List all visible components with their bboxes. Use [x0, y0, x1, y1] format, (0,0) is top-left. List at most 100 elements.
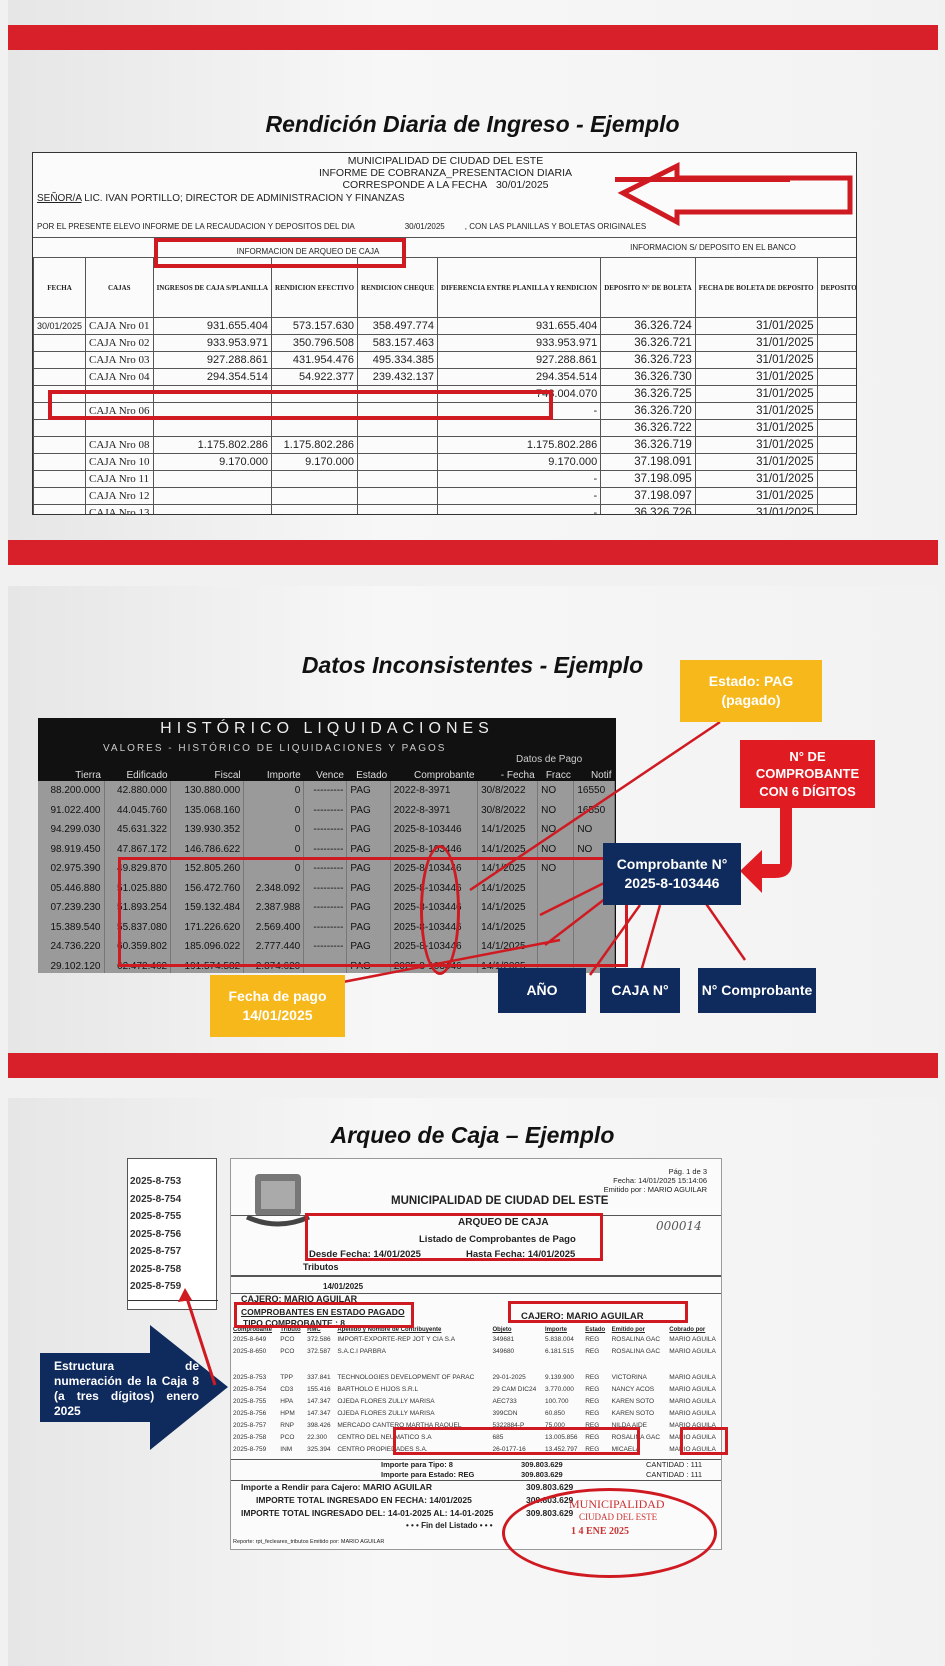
slide-bottom-bar	[8, 540, 938, 565]
cell: 24.736.220	[38, 937, 105, 957]
comprobante-value: 2025-8-103446	[624, 875, 720, 891]
cell: 2.348.092	[243, 878, 305, 898]
cell: 3.770.000	[544, 1385, 574, 1393]
table-row: 2025-8-753 TPP 337.841 TECHNOLOGIES DEVELOP…	[231, 1371, 721, 1383]
cell: 14/1/2025	[477, 820, 539, 840]
cell: 6.181.515	[544, 1347, 574, 1355]
cell: 130.880.000	[170, 781, 245, 801]
cell: 398.426	[307, 1421, 331, 1429]
arrow-right-icon	[40, 1325, 228, 1450]
list-item: 2025-8-759	[130, 1281, 182, 1292]
cell: 933.953.971	[152, 334, 273, 352]
cell	[271, 504, 359, 514]
cell: 37.198.095	[600, 470, 696, 488]
cell: 2022-8-3971	[390, 781, 479, 801]
cell: TPP	[280, 1373, 293, 1381]
cell: ---------	[303, 937, 348, 957]
callout-fecha-pago: Fecha de pago 14/01/2025	[210, 975, 345, 1037]
column-header: Edificado	[104, 770, 171, 781]
total-fecha: IMPORTE TOTAL INGRESADO EN FECHA: 14/01/…	[256, 1495, 472, 1505]
cell: 75.000	[544, 1421, 565, 1429]
callout-6-digitos: N° DE COMPROBANTE CON 6 DÍGITOS	[740, 740, 875, 808]
importe-tipo: Importe para Tipo: 8	[381, 1460, 453, 1469]
importe-tipo-value: 309.803.629	[521, 1460, 563, 1469]
cell: 2025-8-103446	[390, 820, 479, 840]
cell: 2025-8-755	[233, 1397, 267, 1405]
cell: 583.157.463	[357, 334, 438, 352]
slide-bottom-bar	[8, 1053, 938, 1078]
arrow-text: Estructura de numeración de la Caja 8 (a…	[54, 1359, 199, 1418]
cell: 156.472.760	[170, 878, 245, 898]
cell: OJEDA FLORES ZULLY MARISA	[337, 1409, 435, 1417]
cell: REG	[585, 1397, 600, 1405]
cell: 9.139.900	[544, 1373, 574, 1381]
cell: 1.175.802.286	[271, 436, 359, 454]
cell: 685	[492, 1433, 504, 1441]
handwritten-number: 000014	[656, 1219, 702, 1233]
table-row: CAJA Nro 13-36.326.72631/01/202582.226.0…	[33, 504, 856, 514]
callout-anio: AÑO	[498, 968, 586, 1013]
column-header: Fiscal	[170, 770, 244, 781]
cell: PCO	[280, 1335, 295, 1343]
cell: 2025-8-754	[233, 1385, 267, 1393]
cell: -	[436, 504, 602, 514]
cell: PAG	[346, 781, 391, 801]
cell: 31/01/2025	[694, 402, 818, 420]
cell: 2.569.400	[243, 917, 305, 937]
column-header: DEPOSITO N° DE BOLETA	[600, 257, 696, 318]
cell: 100.700	[544, 1397, 569, 1405]
cell: 2025-8-753	[233, 1373, 267, 1381]
doc-tributos: Tributos	[303, 1262, 339, 1272]
cell	[537, 878, 575, 898]
table-row: CAJA Nro 12-37.198.09731/01/2025235.000.…	[33, 487, 856, 505]
cell: MARIO AGUILA	[669, 1409, 716, 1417]
cell: 5322884-P	[492, 1421, 525, 1429]
historico-table: Tierra Edificado Fiscal Importe Vence Estado C…	[38, 770, 615, 973]
sheet-title: HISTÓRICO LIQUIDACIONES	[160, 720, 494, 737]
cell: ---------	[303, 820, 348, 840]
doc-subheading: INFORME DE COBRANZA_PRESENTACION DIARIA	[318, 167, 572, 179]
cell: REG	[585, 1433, 600, 1441]
cell: 927.288.861	[152, 351, 273, 369]
cell: 31/01/2025	[694, 368, 818, 386]
group-arqueo: INFORMACION DE ARQUEO DE CAJA	[236, 247, 380, 256]
cell: 36.326.725	[600, 385, 696, 403]
rendicion-table: FECHA CAJAS INGRESOS DE CAJA S/PLANILLA REN…	[33, 257, 856, 514]
addressee: LIC. IVAN PORTILLO; DIRECTOR DE ADMINIST…	[84, 193, 405, 204]
intro-date: 30/01/2025	[404, 222, 445, 231]
municipal-seal-icon	[245, 1174, 311, 1227]
cell: PAG	[346, 937, 391, 957]
table-row: CAJA Nro 02 933.953.971 350.796.508 583.157…	[33, 334, 856, 352]
cell: ---------	[303, 839, 348, 859]
caja-name: CAJA Nro 11	[85, 470, 154, 488]
cell: 16550	[573, 800, 615, 820]
cell: 14/1/2025	[477, 917, 539, 937]
slide-top-bar	[8, 25, 938, 50]
highlight-caja-06	[48, 390, 553, 420]
slide-title: Arqueo de Caja – Ejemplo	[330, 1122, 615, 1148]
cell: REG	[585, 1373, 600, 1381]
column-header: Tributo	[280, 1327, 301, 1333]
cell: ROSALINA GAC	[611, 1335, 661, 1343]
arqueo-document: Pág. 1 de 3 Fecha: 14/01/2025 15:14:06 E…	[230, 1158, 722, 1550]
cantidad-2: CANTIDAD : 111	[646, 1470, 702, 1479]
cell: 31/01/2025	[694, 470, 818, 488]
cell: MARIO AGUILA	[669, 1385, 716, 1393]
cell: PCO	[280, 1433, 295, 1441]
list-item: 2025-8-754	[130, 1193, 182, 1205]
cell: 139.930.352	[170, 820, 245, 840]
cell: REG	[585, 1347, 600, 1355]
cell: REG	[585, 1409, 600, 1417]
column-header: RMC	[307, 1327, 321, 1333]
slide-title: Datos Inconsistentes - Ejemplo	[301, 652, 644, 678]
table-row: 748.004.07036.326.72531/01/2025291.851.6…	[33, 385, 856, 403]
importe-rendir-value: 309.803.629	[526, 1482, 574, 1492]
cell	[152, 504, 273, 514]
cell: 2025-8-759	[233, 1445, 267, 1453]
importe-estado-value: 309.803.629	[521, 1470, 563, 1479]
doc-muni: MUNICIPALIDAD DE CIUDAD DEL ESTE	[391, 1195, 609, 1207]
cell: NO	[537, 839, 575, 859]
page-number: Pág. 1 de 3	[668, 1167, 707, 1176]
list-item: 2025-8-753	[130, 1176, 182, 1187]
table-row: 24.736.220 60.359.802 185.096.022 2.777.440…	[38, 937, 615, 957]
